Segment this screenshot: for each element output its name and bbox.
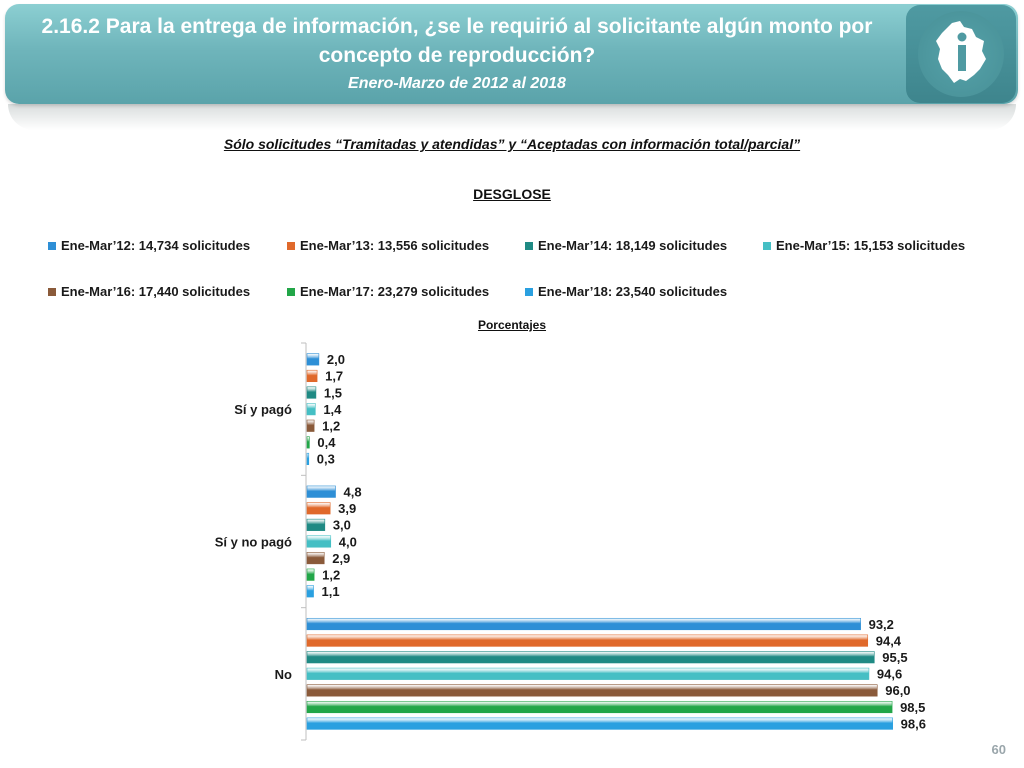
legend-swatch <box>48 287 56 296</box>
legend-label: Ene-Mar’12: 14,734 solicitudes <box>61 238 251 253</box>
bar <box>306 353 320 366</box>
data-label: 93,2 <box>869 617 894 632</box>
category-label: Sí y no pagó <box>215 535 292 550</box>
data-label: 4,8 <box>344 484 362 499</box>
data-label: 0,3 <box>317 452 335 467</box>
bar <box>306 684 878 697</box>
header-shadow <box>8 104 1016 130</box>
legend-item: Ene-Mar’16: 17,440 solicitudes <box>48 284 250 299</box>
data-label: 98,5 <box>900 700 925 715</box>
bar <box>306 568 315 581</box>
legend-swatch <box>287 241 295 250</box>
bar <box>306 617 861 631</box>
legend-label: Ene-Mar’14: 18,149 solicitudes <box>538 238 728 253</box>
data-label: 2,0 <box>327 352 345 367</box>
legend-swatch <box>525 241 533 250</box>
bar <box>306 485 336 498</box>
legend-item: Ene-Mar’17: 23,279 solicitudes <box>287 284 489 299</box>
bar <box>306 585 314 598</box>
bar <box>306 502 331 515</box>
data-label: 98,6 <box>901 716 926 731</box>
bar <box>306 386 317 399</box>
legend-swatch <box>287 287 295 296</box>
data-label: 2,9 <box>332 551 350 566</box>
bar <box>306 634 869 647</box>
page-title: 2.16.2 Para la entrega de información, ¿… <box>41 15 873 67</box>
legend-item: Ene-Mar’15: 15,153 solicitudes <box>763 238 965 253</box>
bar <box>306 419 315 432</box>
data-label: 3,0 <box>333 518 351 533</box>
data-label: 94,6 <box>877 667 902 682</box>
legend-item: Ene-Mar’18: 23,540 solicitudes <box>525 284 727 299</box>
bar <box>306 717 893 730</box>
data-label: 94,4 <box>876 633 902 648</box>
legend-label: Ene-Mar’16: 17,440 solicitudes <box>61 284 251 299</box>
bar <box>306 518 326 531</box>
legend-item: Ene-Mar’14: 18,149 solicitudes <box>525 238 727 253</box>
page-number: 60 <box>991 742 1006 757</box>
legend-swatch <box>48 241 56 250</box>
legend-swatch <box>763 241 771 250</box>
data-label: 1,2 <box>322 567 340 582</box>
bar <box>306 403 316 416</box>
bar <box>306 452 310 466</box>
data-label: 1,2 <box>322 419 340 434</box>
filter-note: Sólo solicitudes “Tramitadas y atendidas… <box>223 136 801 152</box>
header-banner <box>5 4 1018 104</box>
legend-label: Ene-Mar’13: 13,556 solicitudes <box>300 238 490 253</box>
data-label: 0,4 <box>317 435 336 450</box>
legend-swatch <box>525 287 533 296</box>
data-label: 4,0 <box>339 534 357 549</box>
legend-label: Ene-Mar’17: 23,279 solicitudes <box>300 284 490 299</box>
category-label: Sí y pagó <box>234 402 292 417</box>
bar <box>306 552 325 565</box>
data-label: 1,7 <box>325 369 343 384</box>
data-label: 1,4 <box>323 402 342 417</box>
chart-title: DESGLOSE <box>473 186 551 202</box>
bar <box>306 369 318 383</box>
bar <box>306 535 332 548</box>
cdmx-map-info-icon <box>936 21 986 83</box>
category-label: No <box>275 667 292 682</box>
legend-label: Ene-Mar’18: 23,540 solicitudes <box>538 284 728 299</box>
legend-label: Ene-Mar’15: 15,153 solicitudes <box>776 238 966 253</box>
bar <box>306 436 310 449</box>
logo-badge <box>906 5 1016 103</box>
data-label: 1,5 <box>324 385 342 400</box>
data-label: 95,5 <box>882 650 907 665</box>
bar <box>306 667 870 680</box>
legend-item: Ene-Mar’13: 13,556 solicitudes <box>287 238 489 253</box>
data-label: 3,9 <box>338 501 356 516</box>
page-subtitle: Enero-Marzo de 2012 al 2018 <box>348 75 566 92</box>
bar <box>306 651 875 664</box>
data-label: 1,1 <box>322 584 340 599</box>
bar <box>306 700 893 714</box>
data-label: 96,0 <box>885 683 910 698</box>
chart-unit-label: Porcentajes <box>477 318 547 332</box>
legend-item: Ene-Mar’12: 14,734 solicitudes <box>48 238 250 253</box>
